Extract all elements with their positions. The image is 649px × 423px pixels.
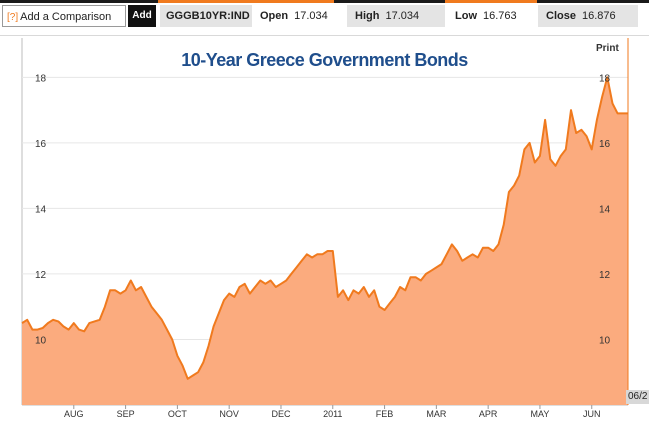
y-tick-label-right: 10 [599,335,611,346]
high-stat: High 17.034 [347,5,445,27]
y-tick-label-left: 14 [35,204,47,215]
x-tick-label: NOV [219,409,239,419]
toolbar-divider [0,35,649,36]
x-tick-label: 2011 [323,409,342,419]
top-accent-bar [0,0,649,3]
add-comparison-label: Add a Comparison [20,11,112,23]
x-tick-label: SEP [117,409,135,419]
current-date-flag: 06/2 [626,390,649,404]
y-tick-label-left: 12 [35,270,47,281]
x-tick-label: JUN [583,409,601,419]
x-tick-label: AUG [64,409,84,419]
low-value: 16.763 [483,10,517,22]
open-label: Open [260,10,289,22]
ticker-symbol: GGGB10YR:IND [160,5,252,27]
high-value: 17.034 [385,10,420,22]
y-tick-label-left: 18 [35,73,47,84]
close-stat: Close 16.876 [538,5,638,27]
close-label: Close [546,10,576,22]
y-tick-label-left: 16 [35,139,47,150]
close-value: 16.876 [581,10,616,22]
x-tick-label: MAY [531,409,550,419]
x-tick-label: OCT [168,409,188,419]
yield-line [21,76,628,380]
top-accent-segment [445,0,537,3]
low-label: Low [455,10,477,22]
x-tick-label: MAR [426,409,447,419]
chart-toolbar: [?] Add a Comparison Add GGGB10YR:IND Ope… [0,5,649,29]
x-tick-label: FEB [376,409,394,419]
high-label: High [355,10,380,22]
add-button[interactable]: Add [128,5,156,27]
yield-area [22,77,628,406]
y-tick-label-right: 16 [599,139,611,150]
y-tick-label-right: 14 [599,204,611,215]
open-value: 17.034 [294,10,328,22]
help-icon: [?] [7,12,19,23]
open-stat: Open 17.034 [254,5,334,27]
top-accent-segment [158,0,334,3]
y-tick-label-right: 18 [599,73,611,84]
y-tick-label-right: 12 [599,270,611,281]
x-tick-label: DEC [271,409,291,419]
low-stat: Low 16.763 [447,5,532,27]
y-tick-label-left: 10 [35,335,47,346]
print-link[interactable]: Print [596,43,619,54]
add-comparison-field[interactable]: [?] Add a Comparison [2,5,126,27]
x-tick-label: APR [479,409,498,419]
chart-title: 10-Year Greece Government Bonds [181,50,468,70]
